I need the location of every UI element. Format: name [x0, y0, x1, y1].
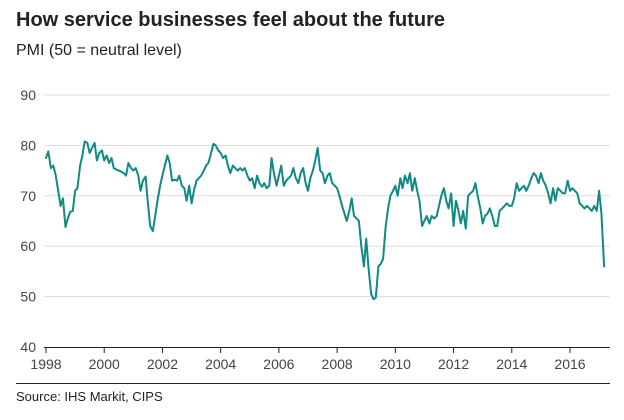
- chart-title: How service businesses feel about the fu…: [16, 9, 446, 31]
- x-tick-label-2000: 2000: [89, 356, 120, 372]
- x-tick-label-2016: 2016: [554, 356, 585, 372]
- x-tick-label-2010: 2010: [380, 356, 411, 372]
- tick-labels: 40 50 60 70 80 90 1998 2000 2002 2004 2006 2008 2010…: [20, 87, 585, 372]
- y-tick-label-40: 40: [20, 339, 36, 355]
- gridlines: [44, 94, 610, 298]
- source-note: Source: IHS Markit, CIPS: [16, 389, 163, 404]
- x-tick-label-2008: 2008: [322, 356, 353, 372]
- x-axis: [16, 347, 610, 384]
- y-tick-label-60: 60: [20, 238, 36, 254]
- x-tick-label-1998: 1998: [30, 356, 61, 372]
- y-tick-label-90: 90: [20, 87, 36, 103]
- y-tick-label-50: 50: [20, 289, 36, 305]
- x-tick-label-2012: 2012: [438, 356, 469, 372]
- chart-subtitle: PMI (50 = neutral level): [16, 42, 182, 59]
- x-tick-label-2014: 2014: [496, 356, 527, 372]
- x-tick-label-2006: 2006: [263, 356, 294, 372]
- x-tick-label-2002: 2002: [147, 356, 178, 372]
- series-line-0: [45, 140, 606, 301]
- y-tick-label-70: 70: [20, 188, 36, 204]
- x-tick-label-2004: 2004: [205, 356, 236, 372]
- y-tick-label-80: 80: [20, 137, 36, 153]
- series-layer: [45, 140, 606, 301]
